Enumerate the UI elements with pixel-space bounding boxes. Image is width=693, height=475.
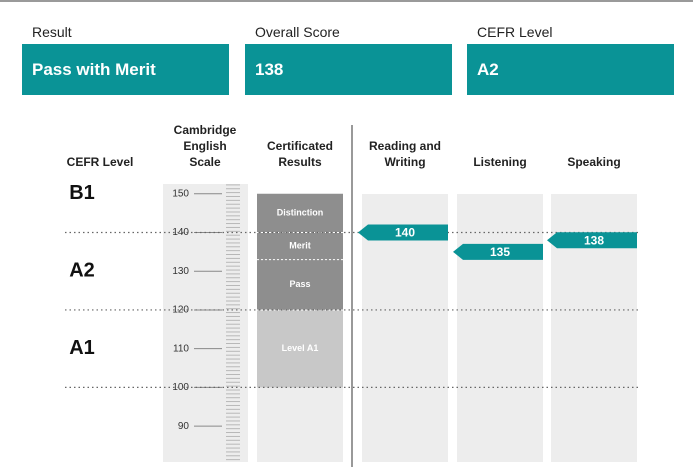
skill-column (457, 194, 543, 462)
column-header: Listening (473, 155, 527, 169)
band-label: Pass (289, 279, 310, 289)
band-label: Distinction (277, 207, 324, 217)
y-tick-label: 150 (172, 188, 189, 199)
score-label: 135 (490, 245, 510, 259)
y-tick-label: 110 (173, 343, 189, 354)
score-marker (358, 224, 448, 241)
y-tick-label: 100 (172, 382, 189, 393)
band-label: Level A1 (282, 343, 319, 353)
band (257, 259, 343, 310)
summary-label: Result (32, 24, 72, 40)
y-tick-label: 140 (172, 227, 189, 238)
column-header: Cambridge English Scale (173, 123, 237, 169)
column-header: Certificated Results (266, 139, 334, 169)
score-label: 140 (395, 226, 415, 240)
band (257, 309, 343, 388)
minor-ticks (225, 184, 245, 462)
score-marker (453, 243, 543, 260)
summary-value: Pass with Merit (22, 44, 229, 95)
band (257, 232, 343, 260)
column-header: CEFR Level (66, 155, 134, 169)
summary-value: A2 (467, 44, 674, 95)
summary-label: Overall Score (255, 24, 340, 40)
score-label: 138 (584, 233, 604, 247)
band-label: Merit (289, 240, 311, 250)
score-marker (547, 232, 637, 249)
band (257, 193, 343, 233)
cefr-level: A1 (69, 337, 95, 359)
cefr-level: B1 (69, 182, 95, 204)
y-tick-label: 130 (172, 266, 189, 277)
summary-label: CEFR Level (477, 24, 553, 40)
cefr-level: A2 (69, 259, 95, 281)
y-tick-label: 120 (172, 305, 189, 316)
column-header: Reading and Writing (368, 139, 441, 169)
y-tick-label: 90 (178, 421, 190, 432)
summary-value: 138 (245, 44, 452, 95)
column-header: Speaking (567, 155, 621, 169)
